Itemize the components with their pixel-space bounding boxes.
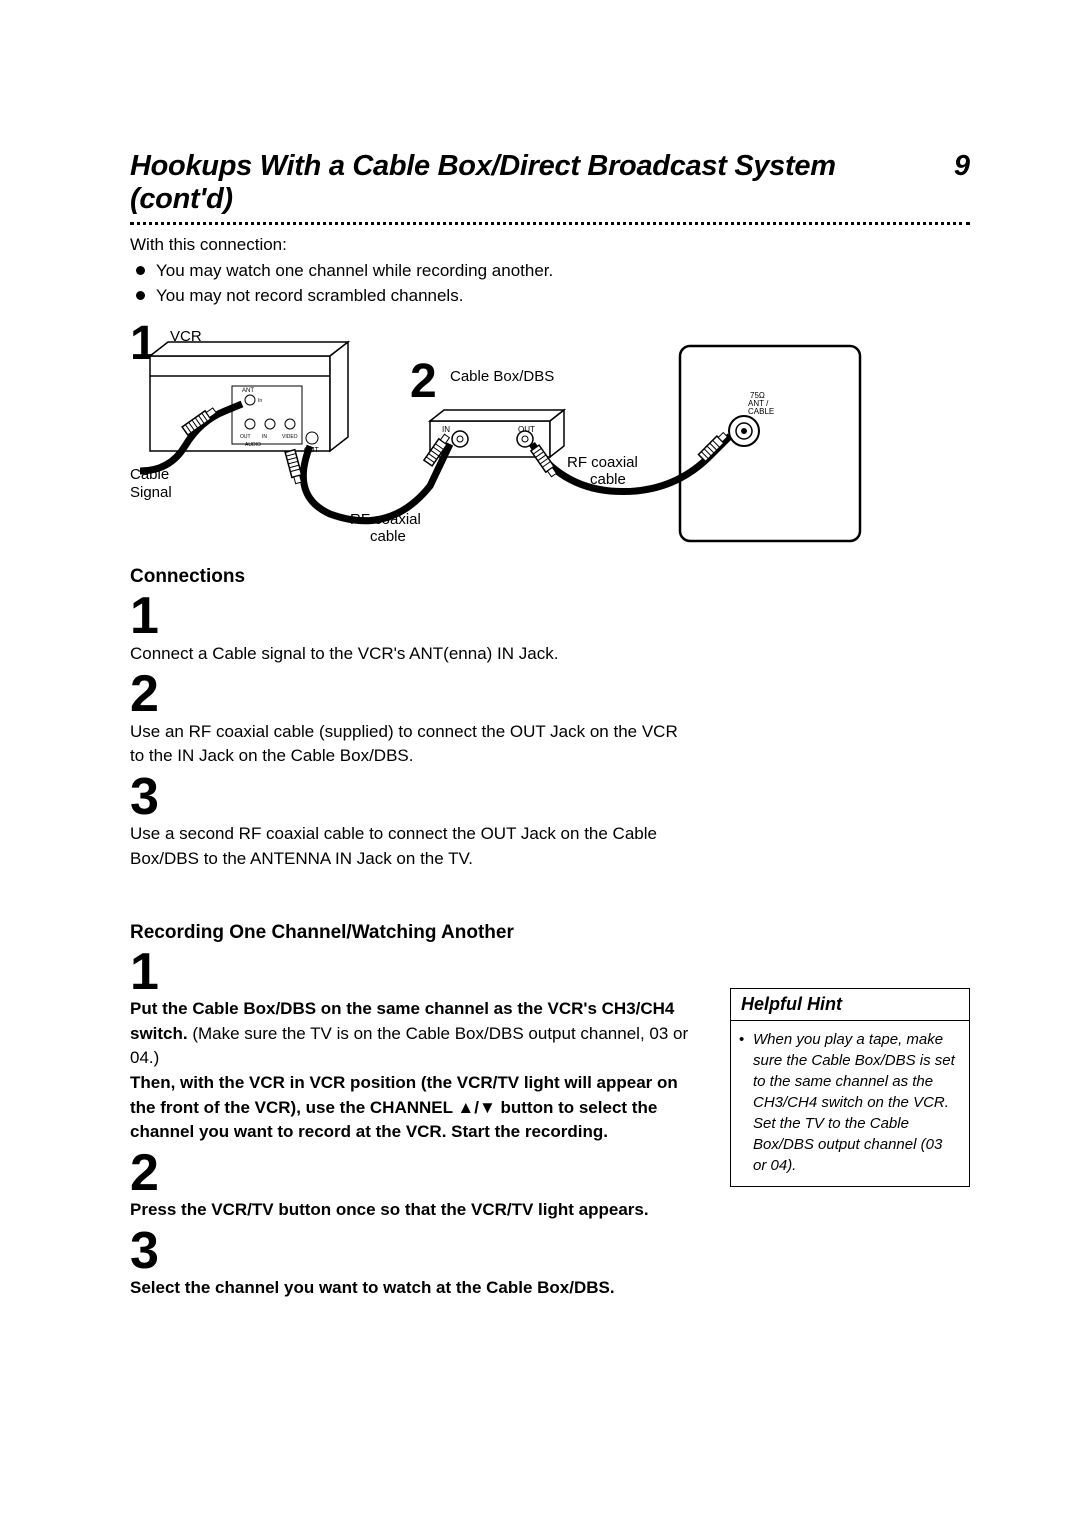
step-text: Connect a Cable signal to the VCR's ANT(… [130, 642, 690, 667]
intro-bullets: You may watch one channel while recordin… [130, 259, 970, 308]
svg-text:IN: IN [442, 425, 450, 434]
intro-leadin: With this connection: [130, 235, 970, 255]
page-header: Hookups With a Cable Box/Direct Broadcas… [130, 150, 970, 216]
step-text: Select the channel you want to watch at … [130, 1276, 690, 1301]
intro-bullet: You may not record scrambled channels. [134, 284, 970, 309]
helpful-hint-box: Helpful Hint When you play a tape, make … [730, 988, 970, 1187]
step-number: 2 [130, 1149, 690, 1198]
recording-step-2: 2 Press the VCR/TV button once so that t… [130, 1149, 690, 1223]
vcr-ant-label: ANT [242, 388, 254, 394]
svg-text:OUT: OUT [240, 434, 251, 440]
recording-step-3: 3 Select the channel you want to watch a… [130, 1227, 690, 1301]
step-text: Use a second RF coaxial cable to connect… [130, 822, 690, 871]
svg-text:CABLE: CABLE [748, 407, 774, 416]
svg-text:IN: IN [262, 434, 267, 440]
step3-bold: Select the channel you want to watch at … [130, 1278, 615, 1297]
step-number: 2 [130, 670, 970, 719]
step-text: Press the VCR/TV button once so that the… [130, 1198, 690, 1223]
recording-step-1: 1 Put the Cable Box/DBS on the same chan… [130, 948, 690, 1145]
connection-step-2: 2 Use an RF coaxial cable (supplied) to … [130, 670, 970, 769]
step-number: 3 [130, 1227, 690, 1276]
step1-plain: (Make sure the TV is on the Cable Box/DB… [130, 1024, 688, 1068]
intro-bullet: You may watch one channel while recordin… [134, 259, 970, 284]
hint-body: When you play a tape, make sure the Cabl… [731, 1021, 969, 1186]
hint-heading: Helpful Hint [731, 989, 969, 1021]
hookup-diagram: 1 VCR 2 Cable Box/DBS 3 TV's ANTENNA IN … [130, 316, 970, 556]
page-title: Hookups With a Cable Box/Direct Broadcas… [130, 150, 946, 216]
step-text: Use an RF coaxial cable (supplied) to co… [130, 720, 690, 769]
step1-bold-2: Then, with the VCR in VCR position (the … [130, 1073, 678, 1141]
recording-heading: Recording One Channel/Watching Another [130, 922, 970, 944]
diagram-svg: ANT In OUT IN AUDIO VIDEO OUT [130, 316, 960, 556]
svg-text:OUT: OUT [518, 425, 535, 434]
svg-text:VIDEO: VIDEO [282, 434, 298, 440]
page-number: 9 [954, 150, 970, 183]
step-number: 3 [130, 773, 970, 822]
vcr-in-label: In [258, 398, 262, 404]
step-text: Put the Cable Box/DBS on the same channe… [130, 997, 690, 1145]
connections-heading: Connections [130, 566, 970, 588]
connection-step-3: 3 Use a second RF coaxial cable to conne… [130, 773, 970, 872]
step-number: 1 [130, 948, 690, 997]
title-divider [130, 222, 970, 225]
step2-bold: Press the VCR/TV button once so that the… [130, 1200, 649, 1219]
step-number: 1 [130, 592, 970, 641]
svg-text:AUDIO: AUDIO [245, 442, 261, 448]
connection-step-1: 1 Connect a Cable signal to the VCR's AN… [130, 592, 970, 666]
